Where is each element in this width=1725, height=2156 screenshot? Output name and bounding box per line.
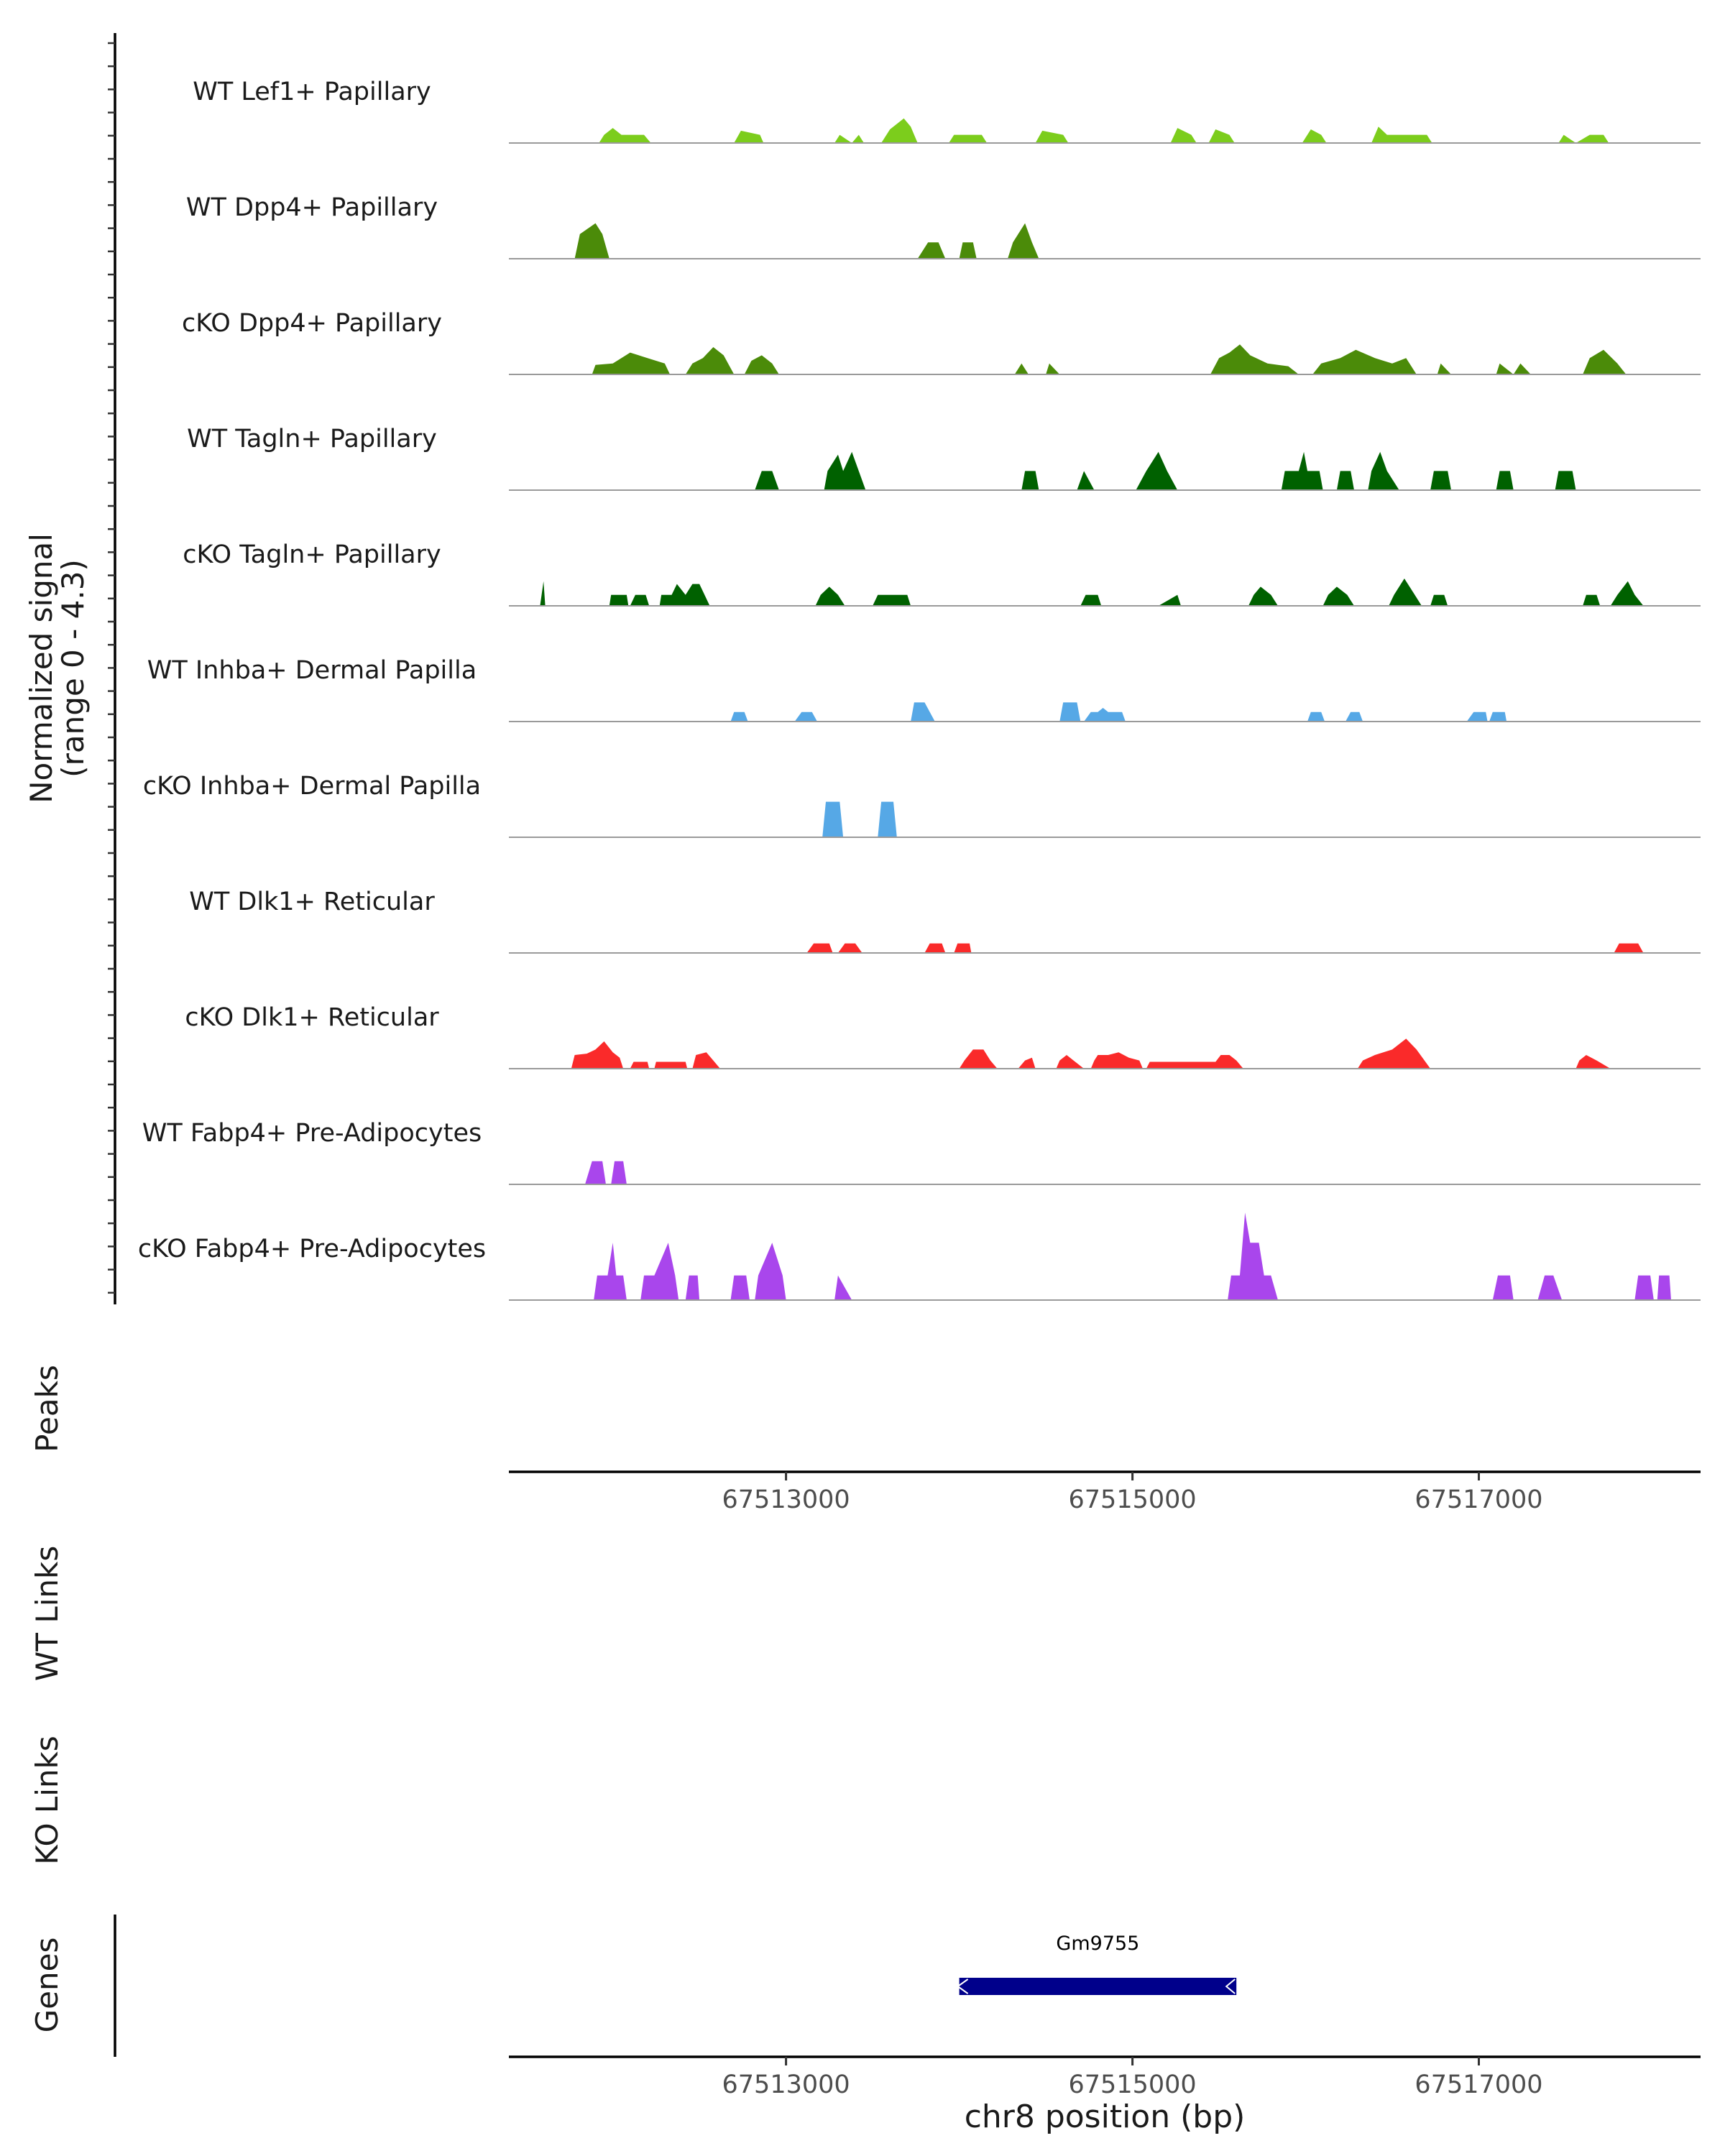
track-label: cKO Dlk1+ Reticular	[185, 1003, 439, 1032]
genes-x-axis-ticks: 67513000 67515000 67517000	[722, 2057, 1543, 2099]
x-tick-label: 67515000	[1069, 2070, 1197, 2099]
track-label: WT Dlk1+ Reticular	[189, 888, 435, 916]
track-label: cKO Tagln+ Papillary	[183, 540, 441, 569]
signal-area	[585, 1161, 627, 1184]
track-label: cKO Inhba+ Dermal Papilla	[143, 772, 481, 801]
track-cko-fabp4-pre-adipocytes: cKO Fabp4+ Pre-Adipocytes	[138, 1212, 1701, 1301]
signal-range-label: (range 0 - 4.3)	[55, 559, 91, 778]
peaks-panel-label: Peaks	[29, 1365, 65, 1452]
track-label: WT Dpp4+ Papillary	[186, 193, 438, 222]
track-wt-lef1-papillary: WT Lef1+ Papillary	[193, 78, 1701, 144]
signal-area	[571, 1038, 1611, 1069]
track-wt-inhba-dermal-papilla: WT Inhba+ Dermal Papilla	[147, 656, 1701, 722]
track-label: WT Tagln+ Papillary	[187, 425, 437, 453]
signal-y-axis	[108, 33, 116, 1304]
x-axis-label: chr8 position (bp)	[965, 2099, 1246, 2135]
ko-links-panel-label: KO Links	[29, 1736, 65, 1865]
peaks-x-axis-ticks: 67513000 67515000 67517000	[722, 1472, 1543, 1514]
track-wt-fabp4-pre-adipocytes: WT Fabp4+ Pre-Adipocytes	[142, 1119, 1701, 1185]
strand-chevron	[956, 1978, 969, 1994]
coverage-tracks: WT Lef1+ Papillary WT Dpp4+ Papillary cKO …	[138, 78, 1701, 1301]
signal-area	[755, 451, 1576, 490]
gene-label: Gm9755	[1056, 1932, 1139, 1955]
track-cko-inhba-dermal-papilla: cKO Inhba+ Dermal Papilla	[143, 772, 1701, 838]
x-tick-label: 67517000	[1414, 1485, 1542, 1514]
signal-area	[806, 943, 1644, 953]
gene-track: Gm9755	[956, 1932, 1237, 1995]
signal-area	[540, 579, 1644, 606]
track-label: cKO Fabp4+ Pre-Adipocytes	[138, 1235, 486, 1263]
track-cko-tagln-papillary: cKO Tagln+ Papillary	[183, 540, 1701, 607]
gene-gm9755: Gm9755	[956, 1932, 1237, 1995]
signal-area	[822, 801, 897, 837]
signal-area	[592, 344, 1627, 374]
gene-body	[959, 1978, 1237, 1995]
signal-area	[599, 118, 1609, 143]
signal-area	[594, 1212, 1671, 1300]
x-tick-label: 67513000	[722, 2070, 850, 2099]
track-label: WT Lef1+ Papillary	[193, 78, 431, 106]
x-tick-label: 67513000	[722, 1485, 850, 1514]
wt-links-panel-label: WT Links	[29, 1546, 65, 1681]
genes-panel-label: Genes	[29, 1938, 65, 2033]
track-label: cKO Dpp4+ Papillary	[182, 309, 442, 338]
track-wt-tagln-papillary: WT Tagln+ Papillary	[187, 425, 1701, 491]
signal-area	[574, 223, 1039, 259]
signal-y-label: Normalized signal	[24, 533, 59, 803]
track-cko-dlk1-reticular: cKO Dlk1+ Reticular	[185, 1003, 1701, 1069]
signal-area	[730, 702, 1507, 722]
track-cko-dpp4-papillary: cKO Dpp4+ Papillary	[182, 309, 1701, 375]
x-tick-label: 67517000	[1414, 2070, 1542, 2099]
track-wt-dpp4-papillary: WT Dpp4+ Papillary	[186, 193, 1701, 259]
x-tick-label: 67515000	[1069, 1485, 1197, 1514]
track-label: WT Fabp4+ Pre-Adipocytes	[142, 1119, 482, 1148]
track-label: WT Inhba+ Dermal Papilla	[147, 656, 477, 685]
track-wt-dlk1-reticular: WT Dlk1+ Reticular	[189, 888, 1701, 954]
strand-chevron	[1225, 1978, 1236, 1994]
